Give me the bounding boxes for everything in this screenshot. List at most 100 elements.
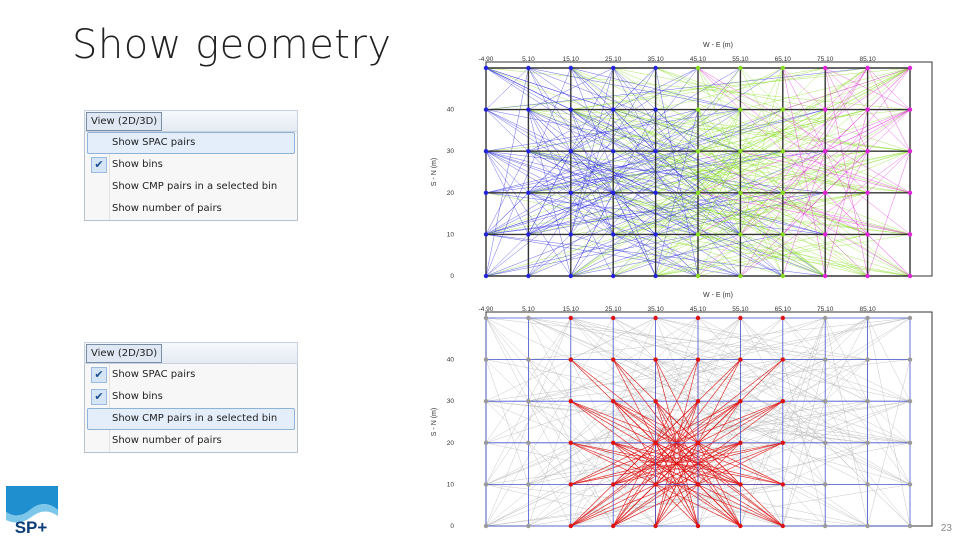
station-marker	[653, 107, 658, 112]
station-marker	[611, 190, 616, 195]
menu-item-show-bins[interactable]: ✔ Show bins	[85, 386, 297, 408]
station-marker	[738, 399, 743, 404]
station-marker	[823, 190, 828, 195]
station-marker	[865, 523, 870, 529]
x-tick-label: 5.10	[522, 306, 535, 313]
x-tick-label: 45.10	[690, 56, 707, 63]
spac-pair-line	[697, 109, 741, 235]
spac-pairs-plot[interactable]: W - E (m) S - N (m) -4.90 5.10 15.10 25.10 35.…	[428, 38, 936, 286]
spac-pair-line	[485, 359, 529, 485]
station-marker	[653, 399, 658, 404]
view-menu-2: View (2D/3D) ✔ Show SPAC pairs ✔ Show bins…	[84, 342, 298, 453]
menu-bar: View (2D/3D)	[84, 342, 298, 364]
station-marker	[738, 190, 743, 195]
station-marker	[865, 190, 870, 195]
station-marker	[907, 440, 913, 445]
cmp-pair-line	[655, 401, 699, 527]
station-marker	[823, 232, 828, 237]
station-marker	[568, 107, 573, 112]
station-marker	[738, 482, 743, 487]
station-marker	[865, 273, 870, 279]
station-marker	[483, 357, 489, 362]
menu-item-show-cmp-pairs[interactable]: Show CMP pairs in a selected bin	[85, 176, 297, 198]
menu-item-show-bins[interactable]: ✔ Show bins	[85, 154, 297, 176]
station-marker	[695, 273, 701, 279]
station-marker	[526, 273, 531, 279]
station-marker	[738, 315, 743, 321]
station-marker	[526, 315, 531, 321]
menu-item-label: Show CMP pairs in a selected bin	[112, 413, 278, 424]
station-marker	[695, 399, 701, 404]
slide-title: Show geometry	[72, 22, 392, 68]
station-marker	[653, 440, 658, 445]
x-tick-label: 35.10	[647, 306, 664, 313]
spac-pair-line	[613, 234, 741, 277]
x-tick-label: 35.10	[647, 56, 664, 63]
spac-pair-line	[613, 192, 656, 235]
station-marker	[653, 482, 658, 487]
station-marker	[865, 399, 870, 404]
station-marker	[865, 482, 870, 487]
station-marker	[483, 273, 489, 279]
station-marker	[865, 440, 870, 445]
spac-pair-line	[867, 151, 911, 277]
y-tick-label: 30	[447, 398, 455, 405]
x-tick-label: 15.10	[563, 56, 580, 63]
menu-item-show-spac-pairs[interactable]: Show SPAC pairs	[87, 132, 295, 154]
x-tick-label: 15.10	[563, 306, 580, 313]
y-axis-label: S - N (m)	[431, 158, 438, 186]
station-marker	[823, 65, 828, 71]
station-marker	[780, 273, 785, 279]
spac-pair-line	[824, 67, 868, 277]
station-marker	[611, 315, 616, 321]
x-tick-label: 25.10	[605, 306, 622, 313]
station-marker	[780, 149, 785, 154]
station-marker	[611, 149, 616, 154]
x-tick-label: 85.10	[859, 306, 876, 313]
station-marker	[483, 149, 489, 154]
x-tick-label: -4.90	[479, 56, 494, 63]
station-marker	[780, 190, 785, 195]
plot-frame	[485, 61, 933, 277]
menu-item-label: Show SPAC pairs	[112, 137, 196, 148]
station-marker	[865, 232, 870, 237]
view-menu-1: View (2D/3D) Show SPAC pairs ✔ Show bins …	[84, 110, 298, 221]
menu-item-label: Show number of pairs	[112, 203, 222, 214]
station-marker	[611, 232, 616, 237]
view-menu-header[interactable]: View (2D/3D)	[86, 112, 163, 131]
station-marker	[780, 357, 785, 362]
station-marker	[865, 315, 870, 321]
plot-frame	[485, 311, 933, 527]
station-marker	[611, 357, 616, 362]
station-marker	[568, 149, 573, 154]
menu-item-show-spac-pairs[interactable]: ✔ Show SPAC pairs	[85, 364, 297, 386]
station-marker	[483, 232, 489, 237]
x-tick-label: 25.10	[605, 56, 622, 63]
station-marker	[865, 149, 870, 154]
station-marker	[568, 273, 573, 279]
station-marker	[738, 149, 743, 154]
station-marker	[568, 65, 573, 71]
station-marker	[780, 315, 785, 321]
station-marker	[653, 357, 658, 362]
spac-pair-line	[867, 67, 911, 110]
station-marker	[483, 440, 489, 445]
view-menu-header[interactable]: View (2D/3D)	[86, 344, 163, 363]
menu-item-show-number-of-pairs[interactable]: Show number of pairs	[85, 198, 297, 220]
cmp-pairs-plot[interactable]: W - E (m) S - N (m) -4.90 5.10 15.10 25.10 35.…	[428, 288, 936, 534]
station-marker	[483, 399, 489, 404]
x-tick-label: 55.10	[732, 306, 749, 313]
station-marker	[568, 482, 573, 487]
menu-item-show-cmp-pairs[interactable]: Show CMP pairs in a selected bin	[87, 408, 295, 430]
station-marker	[695, 315, 701, 321]
menu-item-show-number-of-pairs[interactable]: Show number of pairs	[85, 430, 297, 452]
station-marker	[526, 107, 531, 112]
station-marker	[483, 65, 489, 71]
x-axis-label: W - E (m)	[703, 292, 733, 299]
station-marker	[526, 190, 531, 195]
station-marker	[526, 149, 531, 154]
checkmark-icon: ✔	[91, 389, 107, 405]
station-marker	[568, 232, 573, 237]
station-marker	[907, 149, 913, 154]
spac-pair-line	[655, 67, 699, 277]
